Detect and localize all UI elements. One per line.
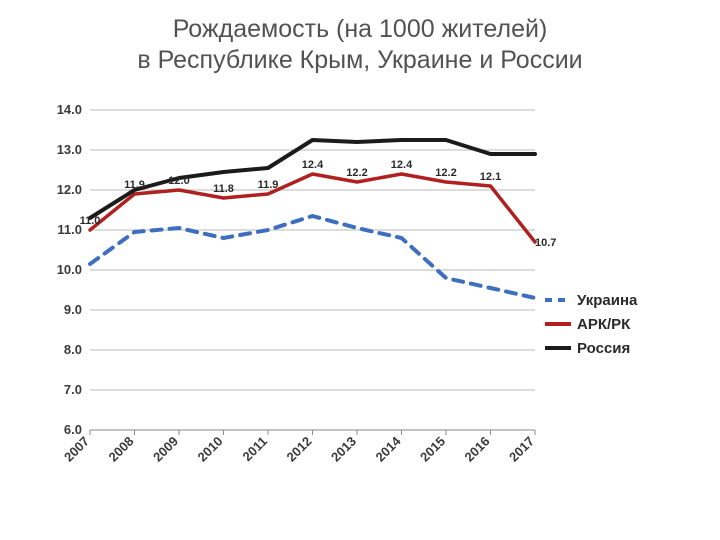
svg-text:12.0: 12.0 <box>168 175 189 187</box>
svg-text:2017: 2017 <box>506 434 537 465</box>
svg-text:12.1: 12.1 <box>480 171 501 183</box>
series-Россия <box>90 140 535 218</box>
svg-text:12.2: 12.2 <box>346 167 367 179</box>
svg-text:12.2: 12.2 <box>435 167 456 179</box>
svg-text:7.0: 7.0 <box>64 382 82 397</box>
svg-text:12.4: 12.4 <box>391 159 413 171</box>
svg-text:14.0: 14.0 <box>57 102 82 117</box>
svg-text:2008: 2008 <box>106 434 137 465</box>
svg-text:11.0: 11.0 <box>80 215 101 227</box>
svg-text:12.4: 12.4 <box>302 159 324 171</box>
svg-text:2012: 2012 <box>284 434 315 465</box>
svg-text:АРК/РК: АРК/РК <box>577 316 631 333</box>
svg-text:10.7: 10.7 <box>535 237 556 249</box>
svg-text:8.0: 8.0 <box>64 342 82 357</box>
series-Украина <box>90 216 535 298</box>
birthrate-line-chart: 6.07.08.09.010.011.012.013.014.020072008… <box>40 100 700 520</box>
svg-text:2015: 2015 <box>417 434 448 465</box>
svg-text:2007: 2007 <box>61 434 92 465</box>
svg-text:Россия: Россия <box>577 340 630 357</box>
svg-text:11.9: 11.9 <box>258 179 279 191</box>
chart-title: Рождаемость (на 1000 жителей) в Республи… <box>0 0 720 77</box>
svg-text:2011: 2011 <box>240 434 271 465</box>
svg-text:2016: 2016 <box>462 434 493 465</box>
svg-text:2013: 2013 <box>328 434 359 465</box>
svg-text:13.0: 13.0 <box>57 142 82 157</box>
title-line1: Рождаемость (на 1000 жителей) <box>173 15 548 43</box>
svg-text:Украина: Украина <box>577 292 638 309</box>
title-line2: в Республике Крым, Украине и России <box>137 46 582 74</box>
svg-text:10.0: 10.0 <box>57 262 82 277</box>
svg-text:2014: 2014 <box>373 433 405 465</box>
svg-text:11.9: 11.9 <box>124 179 145 191</box>
svg-text:11.0: 11.0 <box>57 222 82 237</box>
svg-text:12.0: 12.0 <box>57 182 82 197</box>
svg-text:9.0: 9.0 <box>64 302 82 317</box>
svg-text:2010: 2010 <box>195 434 226 465</box>
svg-text:11.8: 11.8 <box>213 183 234 195</box>
chart-container: 6.07.08.09.010.011.012.013.014.020072008… <box>40 100 700 520</box>
svg-text:2009: 2009 <box>150 434 181 465</box>
